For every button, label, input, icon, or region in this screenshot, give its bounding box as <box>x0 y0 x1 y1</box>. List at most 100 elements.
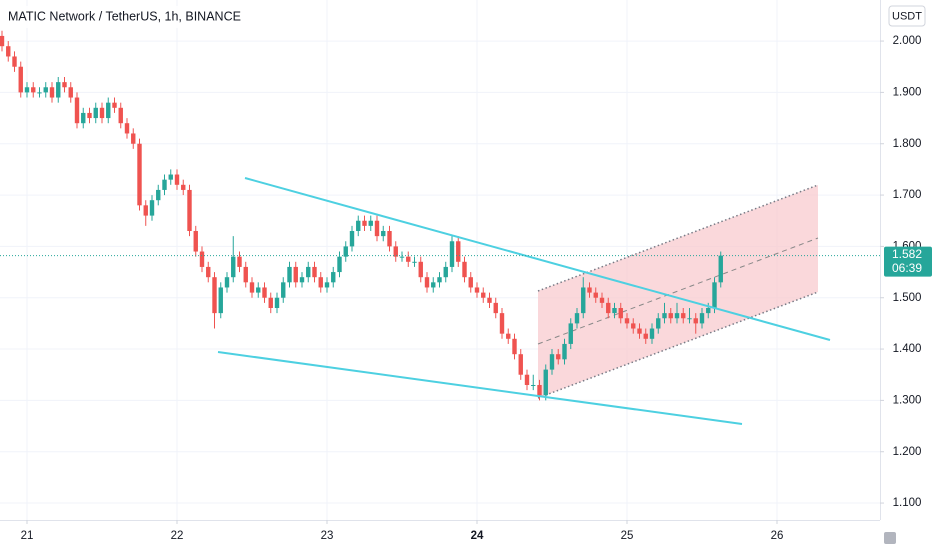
candle-body <box>206 266 211 278</box>
candle-body <box>418 261 423 278</box>
candle-body <box>112 102 117 108</box>
candle-body <box>106 102 111 119</box>
candle-body <box>249 282 255 293</box>
y-tick-label: 1.900 <box>893 86 922 98</box>
candle-body <box>424 277 430 288</box>
candle-body <box>687 318 692 320</box>
y-tick-label: 1.100 <box>893 497 922 509</box>
candle-body <box>556 354 561 360</box>
candle-body <box>562 343 567 360</box>
candle-body <box>237 256 242 267</box>
trendline-upper <box>244 177 831 341</box>
candle-body <box>624 318 630 324</box>
candle-body <box>612 307 617 314</box>
candle-body <box>412 261 417 263</box>
candle-body <box>637 328 642 334</box>
candle-body <box>124 123 130 134</box>
candle-body <box>374 220 380 237</box>
candle-body <box>306 266 311 278</box>
channel-fill <box>538 185 818 398</box>
candle-body <box>387 230 392 247</box>
candle-body <box>49 87 55 98</box>
last-price: 1.582 <box>892 247 922 261</box>
candle-body <box>368 220 373 226</box>
y-tick-label: 1.300 <box>893 394 922 406</box>
candle-body <box>287 266 292 283</box>
x-tick-label: 24 <box>471 530 484 542</box>
candle-body <box>274 297 280 308</box>
candle-body <box>437 277 442 283</box>
candle-body <box>131 133 136 144</box>
candle-body <box>399 256 405 258</box>
candle-body <box>481 292 486 298</box>
drawings <box>537 184 819 399</box>
candle-body <box>618 307 623 319</box>
candle-body <box>468 277 473 288</box>
candle-body <box>24 87 30 93</box>
candle-body <box>568 323 573 344</box>
candle-body <box>587 287 592 293</box>
candle-body <box>174 174 180 185</box>
candle-body <box>56 82 61 98</box>
candle-body <box>518 354 523 375</box>
candle-body <box>262 287 267 298</box>
x-tick-label: 23 <box>321 530 334 542</box>
candle-body <box>506 333 511 339</box>
y-tick-label: 1.500 <box>893 292 922 304</box>
candle-body <box>162 179 167 190</box>
channel-top <box>537 184 819 292</box>
candle-body <box>631 323 636 329</box>
candle-body <box>699 313 705 324</box>
trendlines <box>217 177 831 425</box>
y-tick-label: 1.700 <box>893 189 922 201</box>
candle-body <box>337 256 342 273</box>
chart-title: MATIC Network / TetherUS, 1h, BINANCE <box>8 9 241 23</box>
candle-body <box>118 107 123 124</box>
candle-body <box>218 287 223 314</box>
candle-body <box>449 241 455 267</box>
candle-body <box>12 56 17 67</box>
candle-body <box>606 302 611 314</box>
settings-icon[interactable] <box>884 532 896 544</box>
price-tag: 1.582 06:39 <box>884 246 932 277</box>
candle-body <box>293 266 298 283</box>
candle-body <box>662 313 667 319</box>
x-tick-label: 21 <box>21 530 34 542</box>
candle-body <box>87 112 92 119</box>
candle-body <box>474 287 480 293</box>
candle-body <box>493 302 498 314</box>
title-bg <box>0 6 244 28</box>
candle-body <box>331 272 336 283</box>
candle-body <box>149 200 155 216</box>
candle-body <box>393 246 398 257</box>
y-tick-label: 1.400 <box>893 343 922 355</box>
candle-body <box>62 82 67 88</box>
currency-box[interactable] <box>888 5 926 27</box>
candle-body <box>531 384 536 386</box>
candle-body <box>599 297 605 303</box>
candle-body <box>93 107 98 119</box>
candle-body <box>581 287 586 314</box>
candle-body <box>299 277 305 283</box>
candle-body <box>6 46 11 57</box>
candle-body <box>643 333 648 339</box>
x-tick-label: 26 <box>771 530 784 542</box>
candle-body <box>143 205 148 216</box>
candle-body <box>693 318 698 324</box>
candle-body <box>362 220 367 226</box>
candle-body <box>224 277 230 288</box>
candle-body <box>681 313 686 319</box>
candle-body <box>268 297 273 308</box>
candle-body <box>593 292 598 298</box>
candle-body <box>168 174 173 180</box>
candle-body <box>81 112 86 124</box>
candle-body <box>31 87 36 93</box>
candle-body <box>231 256 236 278</box>
candle-body <box>137 143 142 206</box>
candle-body <box>406 256 411 262</box>
candle-body <box>462 261 467 278</box>
x-tick-label: 25 <box>621 530 634 542</box>
candle-body <box>381 230 386 237</box>
y-tick-label: 2.000 <box>893 35 922 47</box>
candle-body <box>74 97 80 124</box>
